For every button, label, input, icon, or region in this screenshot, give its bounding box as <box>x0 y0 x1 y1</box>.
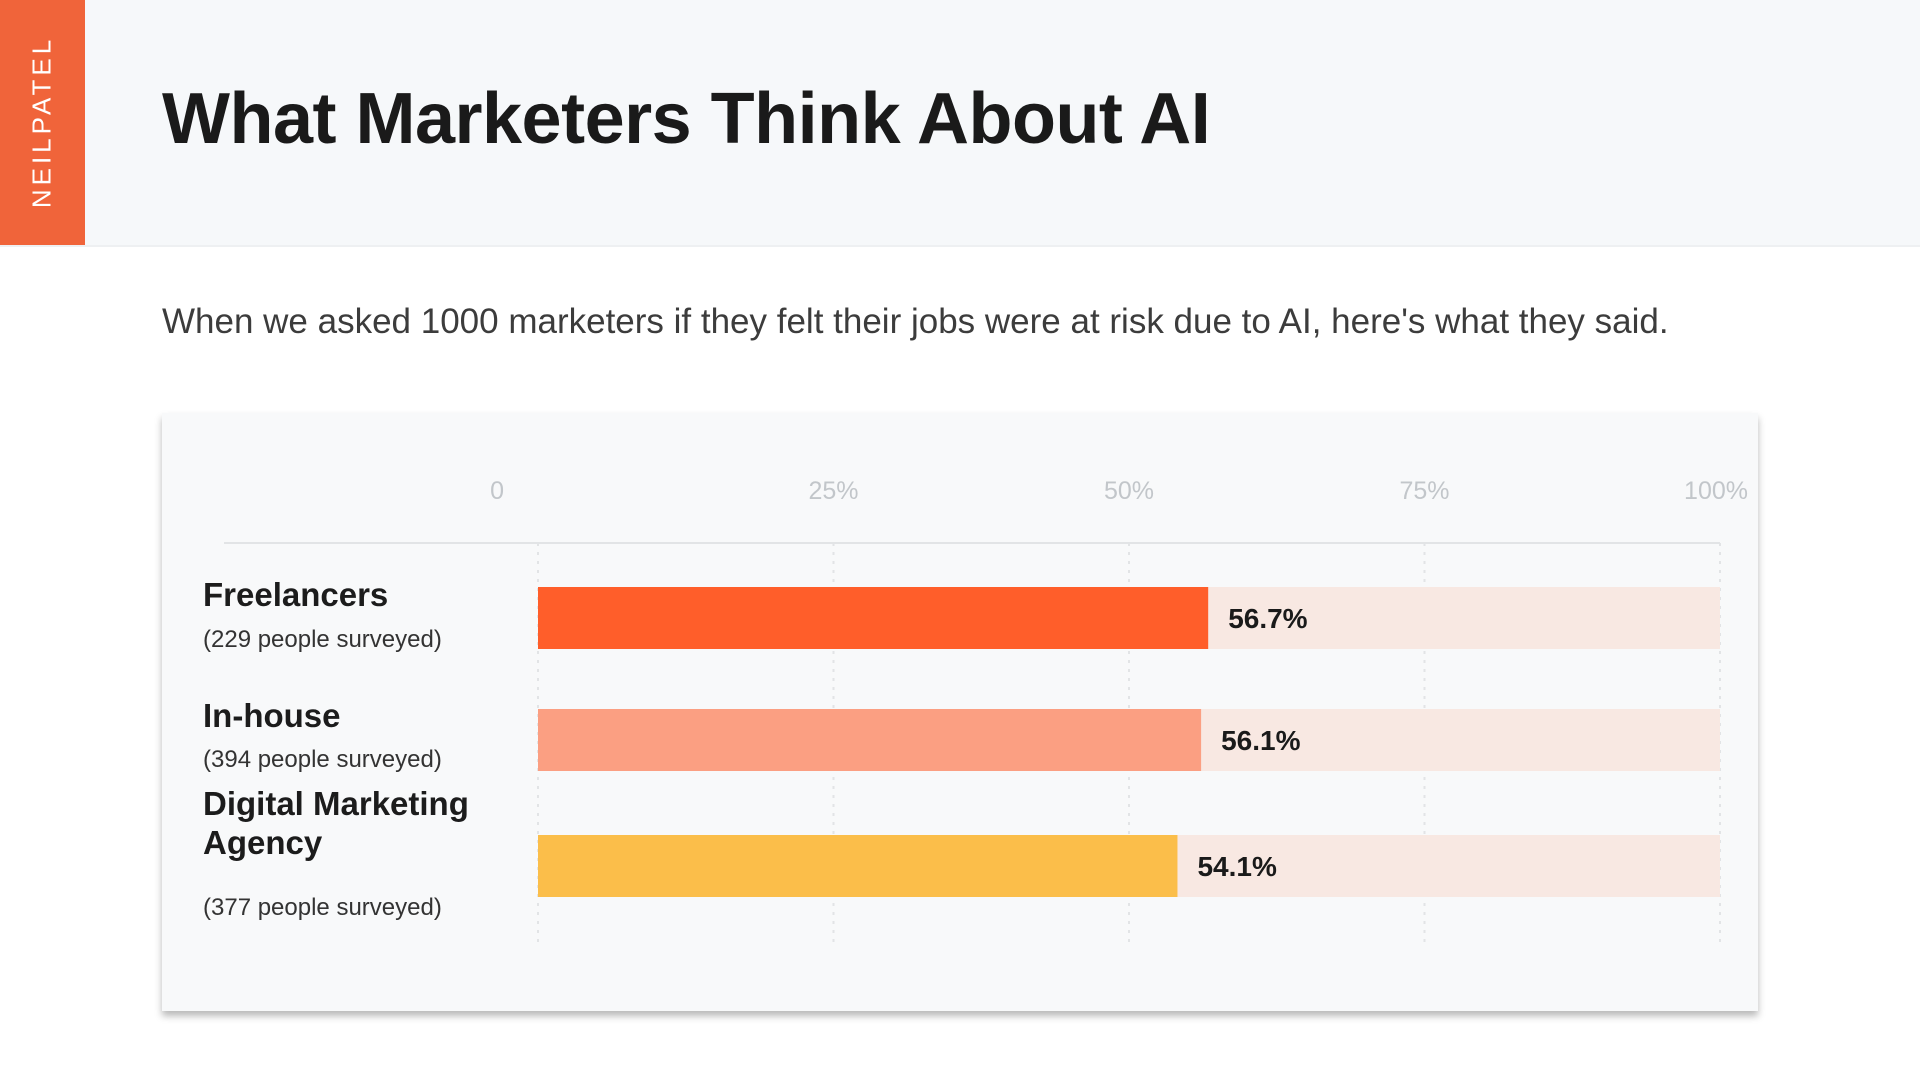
category-subtitle: (229 people surveyed) <box>203 626 442 653</box>
bar-value-label: 54.1% <box>1197 851 1276 882</box>
bar-value-label: 56.7% <box>1228 603 1307 634</box>
category-label: Agency <box>203 824 323 861</box>
bar <box>538 709 1202 771</box>
category-label: Freelancers <box>203 576 388 613</box>
x-tick-label: 0 <box>490 477 504 505</box>
category-label: In-house <box>203 697 341 734</box>
bar-value-label: 56.1% <box>1221 725 1300 756</box>
x-tick-label: 100% <box>1684 477 1748 505</box>
chart-card: 0 25% 50% 75% 100% 56.7% Freelancers (229 peopl… <box>162 413 1758 1011</box>
brand-tab: NEILPATEL <box>0 0 85 245</box>
subtitle: When we asked 1000 marketers if they fel… <box>162 302 1669 341</box>
bar <box>538 835 1178 897</box>
category-subtitle: (394 people surveyed) <box>203 746 442 773</box>
category-subtitle: (377 people surveyed) <box>203 894 442 921</box>
header: NEILPATEL What Marketers Think About AI <box>0 0 1920 247</box>
x-tick-label: 50% <box>1104 477 1154 505</box>
bar-chart: 0 25% 50% 75% 100% 56.7% Freelancers (229 peopl… <box>203 477 1748 943</box>
x-tick-label: 25% <box>808 477 858 505</box>
bar <box>538 587 1209 649</box>
category-label: Digital Marketing <box>203 785 469 822</box>
page-title: What Marketers Think About AI <box>162 79 1211 159</box>
brand-logo-text: NEILPATEL <box>26 35 57 209</box>
x-tick-label: 75% <box>1399 477 1449 505</box>
